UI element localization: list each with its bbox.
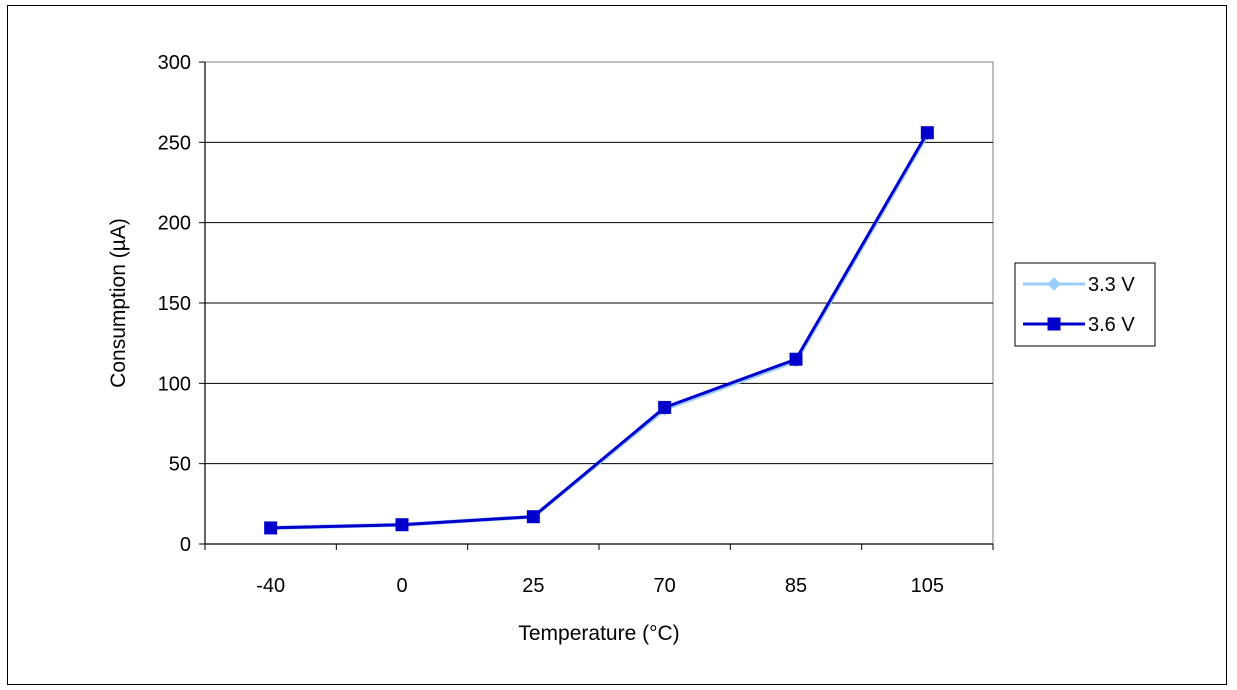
series-line <box>270 131 929 530</box>
grid-lines <box>205 141 993 465</box>
y-tick-label: 50 <box>169 454 191 476</box>
x-tick-label: 25 <box>522 575 544 597</box>
y-tick-label: 250 <box>158 132 191 154</box>
x-tick-labels: -40 0 25 70 85 105 <box>256 575 944 597</box>
legend-item: 3.3 V <box>1023 274 1135 296</box>
x-tick-label: 105 <box>911 575 944 597</box>
legend-box <box>1014 262 1156 347</box>
y-tick-label: 100 <box>158 373 191 395</box>
x-tick-label: 85 <box>785 575 807 597</box>
legend-item: 3.6 V <box>1023 314 1135 336</box>
y-tick-label: 200 <box>158 213 191 235</box>
y-tick-labels: 0 50 100 150 200 250 300 <box>158 52 191 556</box>
x-tick-label: 0 <box>396 575 407 597</box>
legend-marker <box>1047 317 1061 331</box>
data-point <box>658 400 672 414</box>
legend-label: 3.6 V <box>1088 314 1135 336</box>
x-axis-title: Temperature (°C) <box>518 622 679 645</box>
series-1 <box>263 127 935 535</box>
data-point <box>264 521 278 535</box>
y-axis-title: Consumption (µA) <box>107 218 130 388</box>
legend: 3.3 V 3.6 V <box>1014 262 1156 347</box>
axes <box>199 61 994 550</box>
y-tick-label: 150 <box>158 293 191 315</box>
series-2 <box>264 126 934 535</box>
legend-marker <box>1047 277 1061 291</box>
legend-label: 3.3 V <box>1088 274 1135 296</box>
chart-frame <box>7 5 1227 685</box>
data-point <box>526 510 540 524</box>
x-tick-label: 70 <box>654 575 676 597</box>
data-point <box>920 126 934 140</box>
y-tick-label: 0 <box>180 534 191 556</box>
data-point <box>789 352 803 366</box>
y-tick-label: 300 <box>158 52 191 74</box>
data-point <box>395 518 409 532</box>
series-group <box>263 126 935 535</box>
x-tick-label: -40 <box>256 575 285 597</box>
series-line <box>270 133 930 530</box>
